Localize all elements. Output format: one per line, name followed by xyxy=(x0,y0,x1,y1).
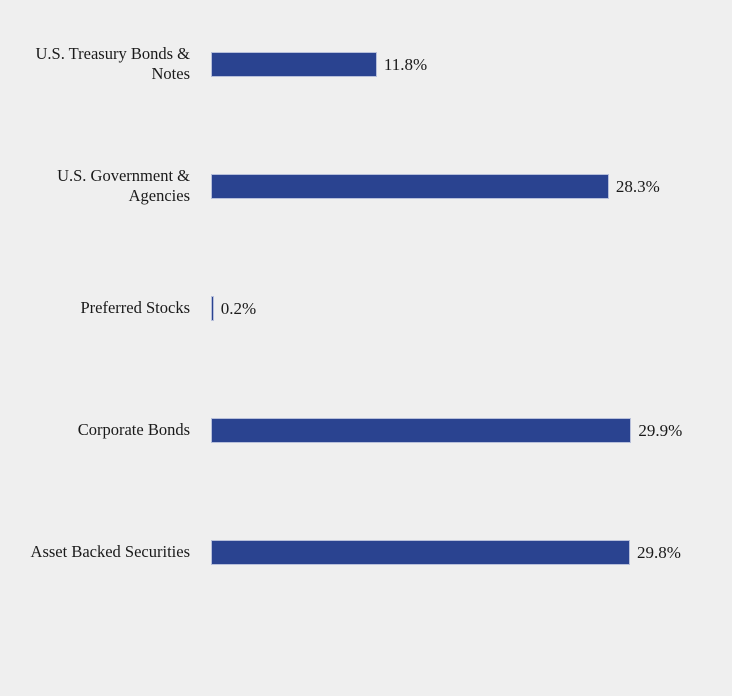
category-label: Asset Backed Securities xyxy=(30,542,190,561)
bar xyxy=(211,51,377,77)
category-label: U.S. Government & Agencies xyxy=(57,166,190,205)
bar-zone: 29.9% xyxy=(211,417,732,443)
bar-row: U.S. Treasury Bonds & Notes 11.8% xyxy=(0,3,732,125)
value-label: 29.8% xyxy=(636,542,681,562)
bar-row: Preferred Stocks 0.2% xyxy=(0,247,732,369)
bar-row: U.S. Government & Agencies 28.3% xyxy=(0,125,732,247)
bar-zone: 0.2% xyxy=(211,295,732,321)
bar-zone: 29.8% xyxy=(211,539,732,565)
value-label: 29.9% xyxy=(638,420,683,440)
value-label: 11.8% xyxy=(383,54,428,74)
category-label: Preferred Stocks xyxy=(80,298,190,317)
bar-zone: 11.8% xyxy=(211,51,732,77)
bar xyxy=(211,417,632,443)
bar-row: Corporate Bonds 29.9% xyxy=(0,369,732,491)
bar-row: Asset Backed Securities 29.8% xyxy=(0,491,732,613)
value-label: 28.3% xyxy=(615,176,660,196)
category-label: U.S. Treasury Bonds & Notes xyxy=(35,44,191,83)
category-label: Corporate Bonds xyxy=(77,420,190,439)
bar xyxy=(211,539,630,565)
bar xyxy=(211,173,609,199)
bar-zone: 28.3% xyxy=(211,173,732,199)
bar xyxy=(211,295,214,321)
value-label: 0.2% xyxy=(220,298,257,318)
